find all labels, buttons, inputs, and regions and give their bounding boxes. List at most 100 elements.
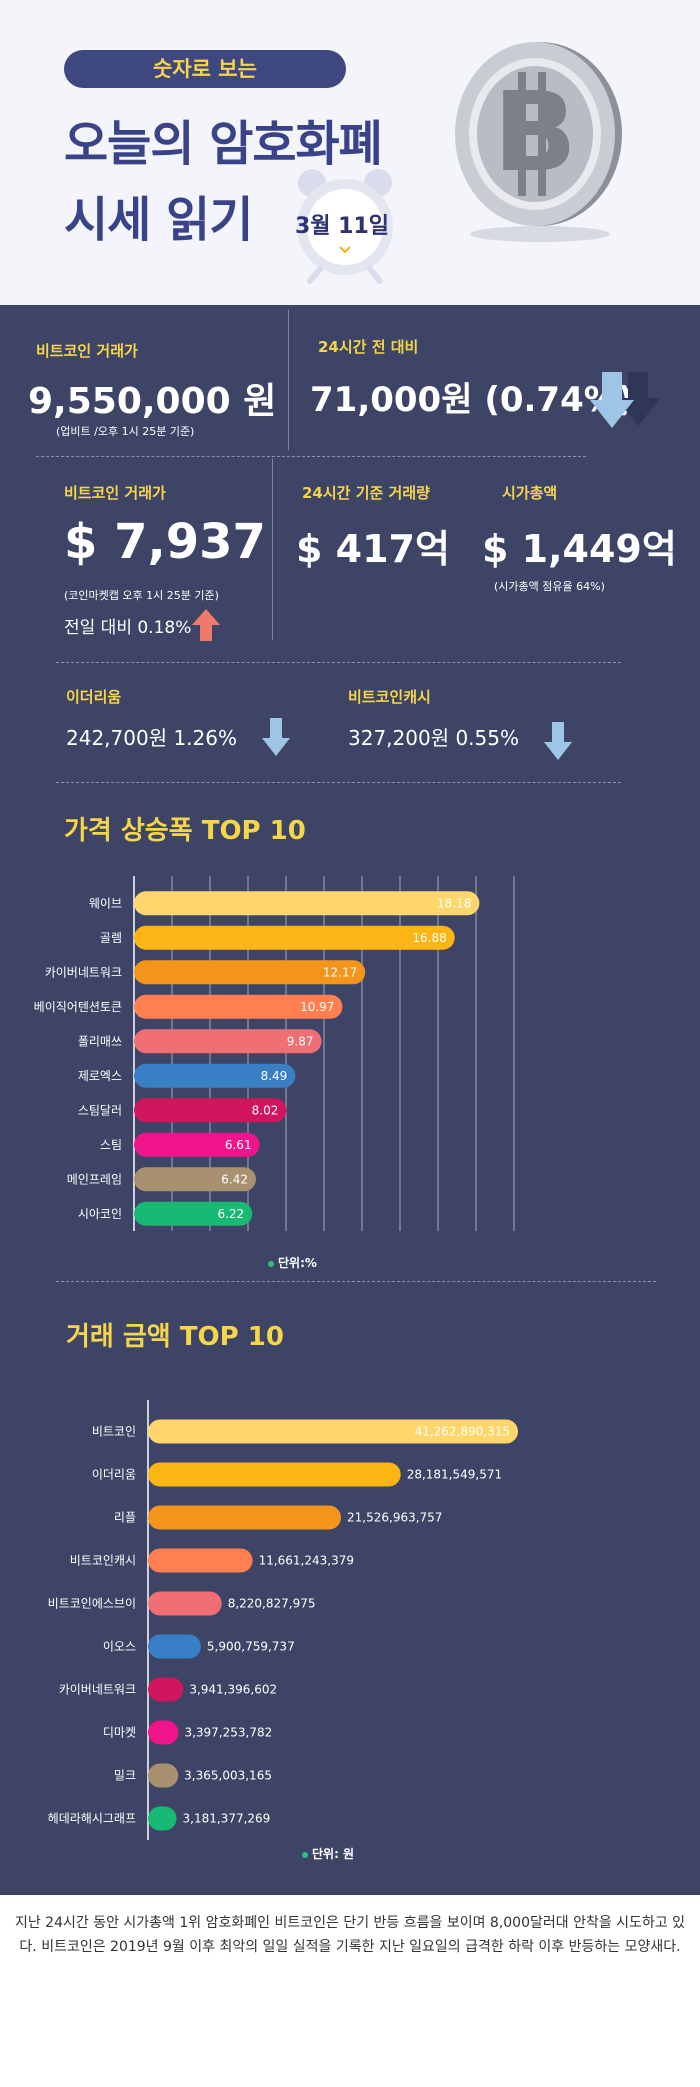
page-title-line1: 오늘의 암호화폐 <box>64 116 383 172</box>
alarm-clock-icon <box>297 169 393 284</box>
bar <box>134 994 343 1019</box>
bar <box>148 1505 342 1530</box>
change24-value: 71,000원 (0.74%) <box>310 380 634 420</box>
data-label: 3,365,003,165 <box>184 1769 272 1783</box>
bar <box>148 1548 253 1573</box>
trade-volume-chart: 비트코인 41,262,890,315 이더리움 28,181,549,571 리플 21… <box>48 1400 518 1840</box>
footer-text: 지난 24시간 동안 시가총액 1위 암호화폐인 비트코인은 단기 반등 흐름을… <box>14 1915 686 1955</box>
tick-label: 시아코인 <box>78 1207 122 1221</box>
data-label: 18.18 <box>437 896 471 910</box>
bar <box>134 891 480 916</box>
tick-label: 스팀 <box>100 1138 122 1152</box>
data-label: 12.17 <box>323 965 357 979</box>
data-label: 6.42 <box>221 1172 248 1186</box>
bar <box>134 960 366 985</box>
arrow-down-icon <box>262 718 290 756</box>
btc-usd-note: (코인마켓캡 오후 1시 25분 기준) <box>64 589 219 602</box>
bar <box>134 1167 256 1192</box>
mcap-note: (시가총액 점유율 64%) <box>494 580 605 593</box>
tick-label: 비트코인 <box>92 1425 136 1439</box>
divider <box>36 456 586 457</box>
eth-value: 242,700원 1.26% <box>66 726 237 750</box>
bitcoin-coin-icon: B <box>455 42 622 242</box>
change24-label: 24시간 전 대비 <box>318 338 419 356</box>
tick-label: 카이버네트워크 <box>59 1683 136 1697</box>
divider <box>56 782 621 783</box>
date-label: 3월 11일 <box>294 214 390 239</box>
divider <box>56 662 621 663</box>
chart1-unit: 단위:% <box>268 1254 317 1271</box>
bar <box>148 1462 401 1487</box>
bar <box>148 1720 179 1745</box>
eth-label: 이더리움 <box>66 688 122 706</box>
data-label: 6.22 <box>217 1207 244 1221</box>
arrow-down-icon <box>590 372 660 428</box>
data-label: 3,181,377,269 <box>183 1812 271 1826</box>
data-label: 8.02 <box>252 1103 279 1117</box>
bar <box>134 925 455 950</box>
tick-label: 골렘 <box>100 931 122 945</box>
data-label: 21,526,963,757 <box>347 1511 442 1525</box>
arrow-down-icon <box>544 722 572 760</box>
data-label: 10.97 <box>300 1000 334 1014</box>
tick-label: 헤데라해시그래프 <box>48 1812 136 1826</box>
tick-label: 리플 <box>114 1511 136 1525</box>
data-label: 6.61 <box>225 1138 252 1152</box>
data-label: 8.49 <box>261 1069 288 1083</box>
legend-dot <box>302 1851 308 1858</box>
data-label: 3,941,396,602 <box>189 1683 277 1697</box>
data-label: 3,397,253,782 <box>184 1726 272 1740</box>
header-pill: 숫자로 보는 <box>64 50 346 88</box>
btc-krw-label: 비트코인 거래가 <box>36 342 138 360</box>
data-label: 8,220,827,975 <box>228 1597 316 1611</box>
btc-usd-change: 전일 대비 0.18% <box>64 618 192 638</box>
tick-label: 이오스 <box>103 1640 136 1654</box>
chart1-title: 가격 상승폭 TOP 10 <box>64 816 306 846</box>
bar <box>148 1419 518 1444</box>
bar <box>148 1763 179 1788</box>
divider <box>272 458 273 640</box>
chart2-title: 거래 금액 TOP 10 <box>66 1322 284 1352</box>
legend-dot <box>268 1260 274 1267</box>
bar <box>148 1677 184 1702</box>
chart1-unit-text: 단위:% <box>278 1256 317 1270</box>
data-label: 9.87 <box>287 1034 314 1048</box>
bch-label: 비트코인캐시 <box>348 688 431 706</box>
data-label: 16.88 <box>412 931 446 945</box>
tick-label: 이더리움 <box>92 1468 136 1482</box>
price-gain-chart: 웨이브 18.18 골렘 16.88 카이버네트워크 12.17 베이직어텐션토큰 10.97… <box>34 876 515 1231</box>
bar <box>134 1132 260 1157</box>
chart2-unit: 단위: 원 <box>302 1845 354 1862</box>
bar <box>134 1063 296 1088</box>
chart2-unit-text: 단위: 원 <box>312 1847 355 1861</box>
tick-label: 스팀달러 <box>78 1103 122 1117</box>
btc-usd-label: 비트코인 거래가 <box>64 484 166 502</box>
mcap-value: $ 1,449억 <box>482 527 677 571</box>
data-label: 28,181,549,571 <box>407 1468 502 1482</box>
svg-text:B: B <box>493 68 577 196</box>
tick-label: 메인프레임 <box>67 1172 122 1186</box>
bar <box>134 1201 253 1226</box>
tick-label: 웨이브 <box>89 896 122 910</box>
data-label: 41,262,890,315 <box>415 1425 510 1439</box>
bar <box>134 1029 322 1054</box>
divider <box>56 1281 656 1282</box>
btc-krw-note: (업비트 /오후 1시 25분 기준) <box>56 425 195 438</box>
volume-label: 24시간 기준 거래량 <box>302 484 430 502</box>
data-label: 11,661,243,379 <box>259 1554 354 1568</box>
bar <box>148 1806 177 1831</box>
tick-label: 비트코인에스브이 <box>48 1597 136 1611</box>
tick-label: 베이직어텐션토큰 <box>34 1000 122 1014</box>
bar <box>134 1098 287 1123</box>
btc-usd-value: $ 7,937 <box>64 514 266 570</box>
header: 숫자로 보는 오늘의 암호화폐 시세 읽기 3월 11일 B <box>0 0 700 305</box>
tick-label: 제로엑스 <box>78 1069 122 1083</box>
arrow-up-icon <box>192 609 220 641</box>
tick-label: 디마켓 <box>103 1726 136 1740</box>
bar <box>148 1634 201 1659</box>
divider <box>288 310 289 450</box>
tick-label: 비트코인캐시 <box>70 1554 136 1568</box>
bch-value: 327,200원 0.55% <box>348 726 519 750</box>
tick-label: 카이버네트워크 <box>45 965 122 979</box>
mcap-label: 시가총액 <box>502 484 558 502</box>
